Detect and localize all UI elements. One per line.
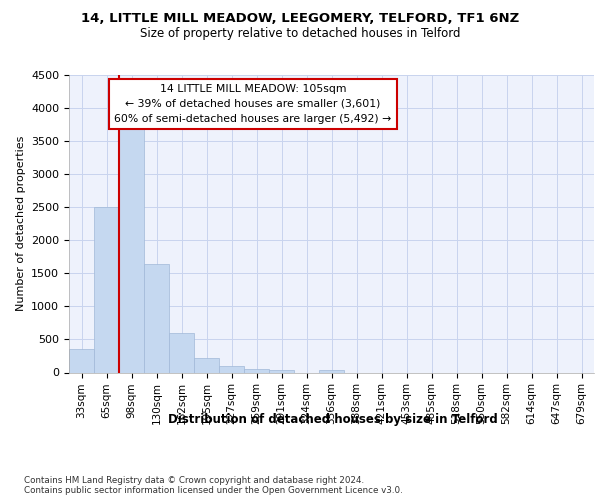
Bar: [169, 334, 194, 372]
Y-axis label: Number of detached properties: Number of detached properties: [16, 136, 26, 312]
Bar: [144, 264, 169, 372]
Bar: [244, 368, 269, 372]
Text: 14, LITTLE MILL MEADOW, LEEGOMERY, TELFORD, TF1 6NZ: 14, LITTLE MILL MEADOW, LEEGOMERY, TELFO…: [81, 12, 519, 26]
Bar: [94, 207, 119, 372]
Bar: [319, 370, 344, 372]
Text: Contains HM Land Registry data © Crown copyright and database right 2024.
Contai: Contains HM Land Registry data © Crown c…: [24, 476, 403, 495]
Bar: [194, 358, 219, 372]
Bar: [219, 366, 244, 372]
Text: 14 LITTLE MILL MEADOW: 105sqm
← 39% of detached houses are smaller (3,601)
60% o: 14 LITTLE MILL MEADOW: 105sqm ← 39% of d…: [114, 84, 391, 124]
Bar: [269, 370, 294, 372]
Text: Size of property relative to detached houses in Telford: Size of property relative to detached ho…: [140, 28, 460, 40]
Bar: [69, 348, 94, 372]
Bar: [119, 126, 144, 372]
Text: Distribution of detached houses by size in Telford: Distribution of detached houses by size …: [168, 412, 498, 426]
